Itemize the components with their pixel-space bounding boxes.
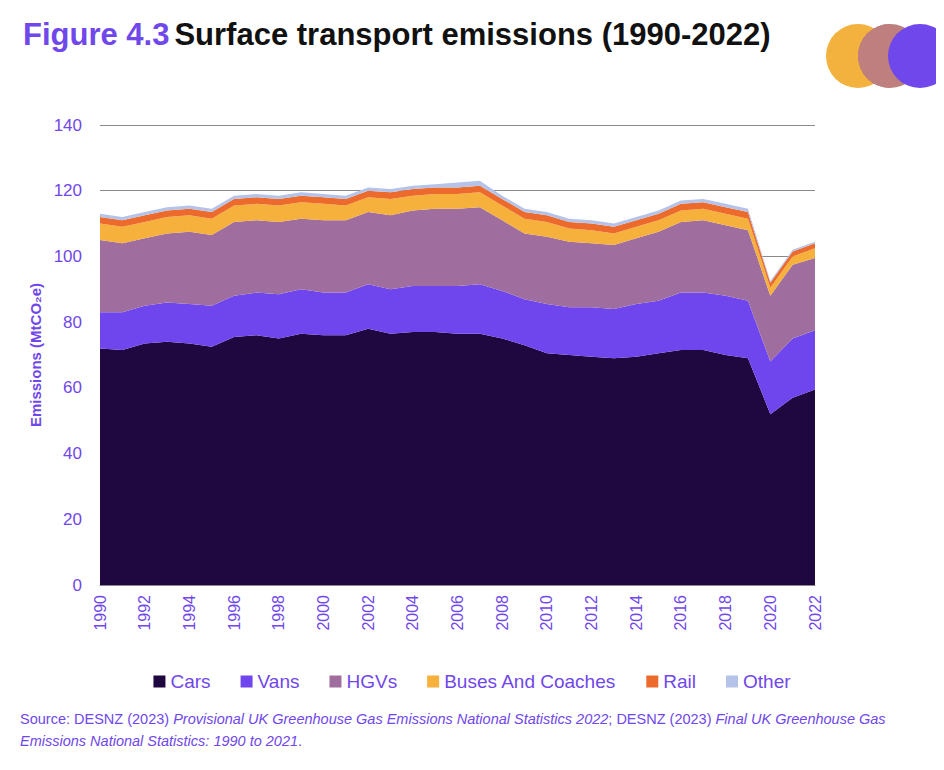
svg-text:1996: 1996 bbox=[226, 595, 243, 631]
svg-text:60: 60 bbox=[63, 378, 82, 397]
svg-text:2014: 2014 bbox=[628, 595, 645, 631]
svg-text:2000: 2000 bbox=[315, 595, 332, 631]
svg-text:20: 20 bbox=[63, 510, 82, 529]
svg-text:Other: Other bbox=[743, 671, 791, 692]
svg-text:2012: 2012 bbox=[583, 595, 600, 631]
svg-text:0: 0 bbox=[73, 576, 82, 595]
svg-text:2016: 2016 bbox=[672, 595, 689, 631]
svg-text:HGVs: HGVs bbox=[346, 671, 397, 692]
svg-text:Cars: Cars bbox=[170, 671, 210, 692]
svg-text:1994: 1994 bbox=[181, 595, 198, 631]
svg-text:Vans: Vans bbox=[258, 671, 300, 692]
html-text:Source: DESNZ (2023) Provision: Source: DESNZ (2023) Provisional UK Gree… bbox=[20, 711, 886, 749]
svg-text:2008: 2008 bbox=[494, 595, 511, 631]
svg-text:2022: 2022 bbox=[807, 595, 824, 631]
svg-text:2010: 2010 bbox=[538, 595, 555, 631]
svg-text:2004: 2004 bbox=[404, 595, 421, 631]
svg-text:2020: 2020 bbox=[762, 595, 779, 631]
svg-text:Rail: Rail bbox=[663, 671, 696, 692]
svg-text:120: 120 bbox=[54, 181, 82, 200]
svg-text:Surface transport emissions (1: Surface transport emissions (1990-2022) bbox=[174, 17, 770, 52]
svg-text:140: 140 bbox=[54, 116, 82, 135]
svg-text:80: 80 bbox=[63, 313, 82, 332]
svg-text:2002: 2002 bbox=[360, 595, 377, 631]
svg-text:Buses And Coaches: Buses And Coaches bbox=[444, 671, 615, 692]
svg-text:40: 40 bbox=[63, 444, 82, 463]
svg-text:1992: 1992 bbox=[136, 595, 153, 631]
svg-text:1990: 1990 bbox=[92, 595, 109, 631]
svg-text:2018: 2018 bbox=[717, 595, 734, 631]
svg-text:Emissions (MtCO₂e): Emissions (MtCO₂e) bbox=[27, 283, 44, 427]
svg-text:Figure 4.3: Figure 4.3 bbox=[23, 17, 169, 52]
svg-text:1998: 1998 bbox=[270, 595, 287, 631]
svg-text:2006: 2006 bbox=[449, 595, 466, 631]
svg-text:100: 100 bbox=[54, 247, 82, 266]
